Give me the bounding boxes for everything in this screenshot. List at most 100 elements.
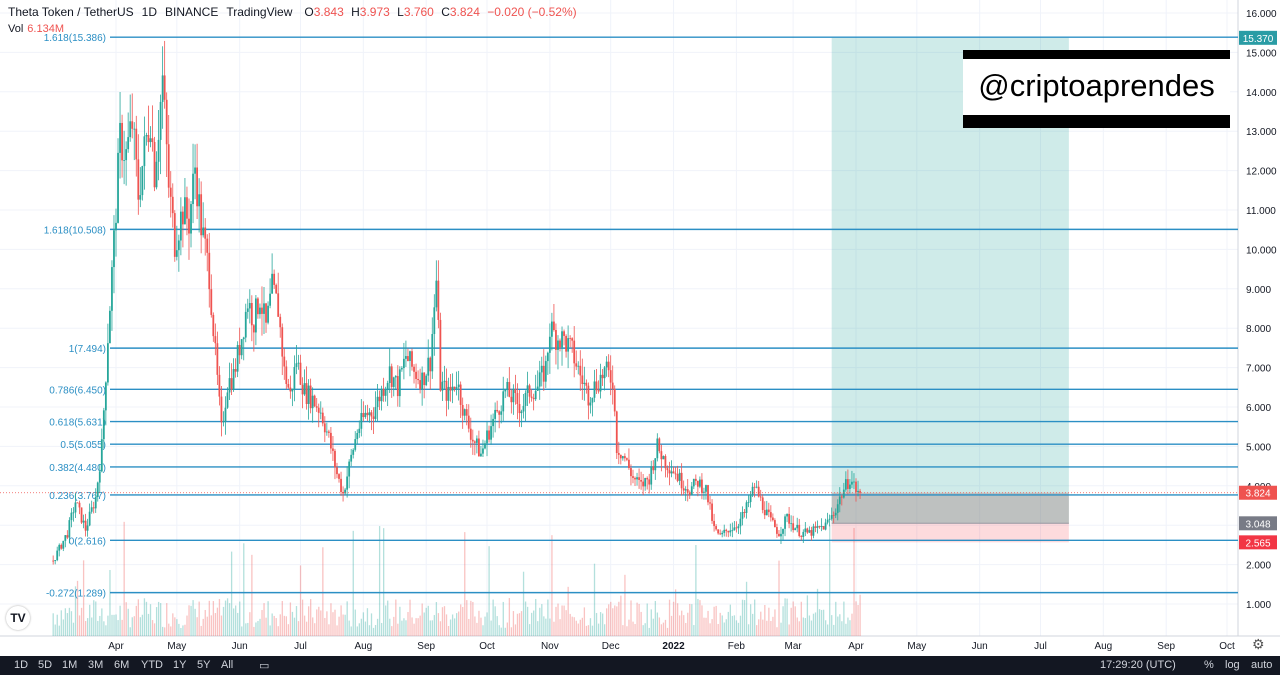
candle-body: [536, 386, 539, 391]
volume-bar: [354, 609, 356, 636]
volume-bar: [153, 623, 156, 636]
date-range-icon[interactable]: ▭: [259, 660, 270, 672]
volume-bar: [597, 623, 600, 636]
candle-body: [780, 533, 782, 537]
candle-body: [690, 486, 693, 495]
candle-body: [60, 544, 63, 549]
volume-bar: [230, 551, 233, 636]
symbol-title[interactable]: Theta Token / TetherUS: [8, 5, 134, 19]
volume-bar: [358, 623, 360, 636]
volume-bar: [741, 599, 744, 636]
range-ytd[interactable]: YTD: [141, 659, 163, 671]
tradingview-logo-icon[interactable]: TV: [6, 606, 30, 630]
candle-body: [137, 159, 140, 200]
x-tick-label: Aug: [1094, 641, 1112, 652]
volume-bar: [573, 617, 575, 636]
volume-bar: [557, 603, 559, 636]
candle-body: [127, 137, 130, 150]
candle-body: [409, 351, 411, 361]
candle-body: [597, 390, 600, 392]
volume-bar: [360, 618, 363, 636]
volume-bar: [346, 601, 348, 636]
candle-body: [325, 431, 328, 433]
candle-body: [842, 489, 845, 498]
candle-body: [425, 375, 428, 386]
volume-bar: [806, 595, 809, 636]
candle-body: [305, 383, 308, 405]
candle-body: [313, 395, 316, 407]
candle-body: [836, 504, 839, 513]
candle-body: [538, 372, 541, 387]
volume-bar: [478, 610, 480, 636]
gear-icon[interactable]: ⚙: [1252, 636, 1265, 652]
candle-body: [248, 302, 251, 309]
range-1d[interactable]: 1D: [14, 659, 29, 671]
candle-body: [814, 526, 817, 528]
volume-bar: [654, 600, 656, 636]
candle-body: [360, 412, 363, 429]
range-3m[interactable]: 3M: [88, 659, 104, 671]
clock-time[interactable]: 17:29:20 (UTC): [1100, 659, 1176, 671]
volume-bar: [259, 618, 261, 636]
volume-bar: [693, 625, 695, 636]
candle-body: [626, 458, 628, 460]
candle-body: [680, 472, 683, 489]
interval-label[interactable]: 1D: [141, 5, 157, 19]
candle-body: [672, 471, 675, 474]
candle-body: [332, 448, 334, 451]
volume-bar: [99, 615, 101, 636]
volume-bar: [460, 604, 462, 636]
range-6m[interactable]: 6M: [114, 659, 130, 671]
log-toggle[interactable]: log: [1225, 659, 1240, 671]
range-all[interactable]: All: [221, 659, 234, 671]
price-chart[interactable]: 1.618(15.386) 1.618(10.508) 1(7.494) 0.786(…: [0, 0, 1280, 656]
volume-bar: [255, 622, 257, 636]
x-tick-label: 2022: [662, 641, 685, 652]
volume-bar: [589, 618, 592, 636]
volume-bar: [705, 617, 707, 636]
volume-bar: [160, 603, 162, 636]
volume-bar: [537, 621, 539, 636]
candle-body: [516, 393, 519, 405]
range-5d[interactable]: 5D: [38, 659, 53, 671]
volume-bar: [756, 625, 758, 636]
range-5y[interactable]: 5Y: [197, 659, 211, 671]
price-tag: [1239, 30, 1277, 45]
range-1y[interactable]: 1Y: [173, 659, 187, 671]
range-1m[interactable]: 1M: [62, 659, 78, 671]
x-tick-label: Jul: [1034, 641, 1047, 652]
volume-bar: [841, 621, 843, 636]
candle-body: [208, 252, 211, 290]
candle-body: [561, 331, 563, 348]
candle-body: [125, 149, 128, 161]
volume-bar: [198, 601, 200, 636]
auto-toggle[interactable]: auto: [1251, 659, 1273, 671]
volume-bar: [792, 601, 794, 636]
volume-bar: [539, 607, 541, 636]
volume-bar: [413, 623, 415, 636]
candle-body: [88, 511, 91, 526]
volume-bar: [545, 618, 547, 636]
candle-body: [80, 507, 83, 523]
y-tick-label: 11.000: [1246, 206, 1276, 217]
volume-bar: [697, 598, 699, 636]
candle-body: [475, 438, 478, 443]
candle-body: [794, 528, 797, 531]
volume-bar: [383, 528, 385, 636]
candle-body: [729, 530, 732, 533]
candle-body: [694, 478, 697, 481]
volume-bar: [563, 605, 565, 636]
candle-body: [741, 511, 744, 519]
candle-body: [86, 525, 89, 531]
candle-body: [735, 527, 738, 529]
volume-bar: [676, 603, 679, 636]
volume-bar: [462, 606, 464, 636]
y-tick-label: 13.000: [1246, 127, 1277, 138]
volume-bar: [405, 620, 407, 636]
volume-bar: [115, 614, 117, 636]
percent-toggle[interactable]: %: [1204, 659, 1214, 671]
candle-body: [500, 411, 503, 415]
volume-bar: [614, 605, 616, 636]
volume-bar: [660, 624, 663, 636]
volume-bar: [664, 619, 667, 636]
